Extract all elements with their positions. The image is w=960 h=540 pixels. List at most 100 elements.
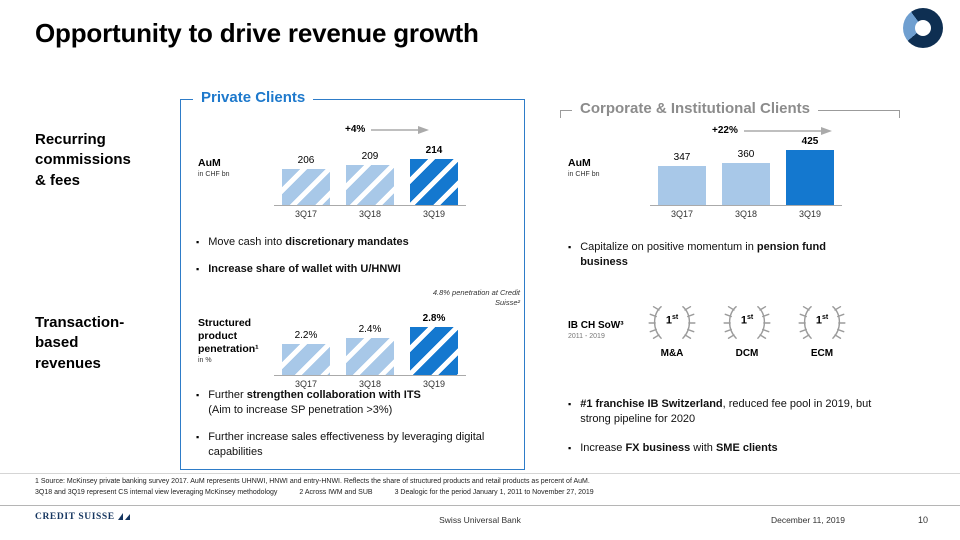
bar-value-label: 209 (361, 151, 379, 162)
footnote-part: 3 Dealogic for the period January 1, 201… (394, 489, 594, 496)
bullet-item: #1 franchise IB Switzerland, reduced fee… (568, 397, 898, 427)
bar-value-label: 214 (425, 145, 443, 156)
bullet-text: Further strengthen collaboration with IT… (208, 389, 421, 416)
rank-label: 1st (815, 314, 829, 327)
bar-value-label: 2.2% (294, 330, 318, 341)
bar (346, 165, 394, 205)
corporate-clients-header: Corporate & Institutional Clients (572, 100, 819, 117)
bar (722, 163, 770, 205)
private-clients-panel: Private Clients (180, 89, 525, 470)
structured-product-bar-chart: 2.2% 2.4% 2.8% 3Q17 3Q18 3Q19 (274, 311, 466, 389)
bullet-item: Move cash into discretionary mandates (196, 235, 511, 250)
bar-column: 209 (346, 151, 394, 205)
sails-icon (117, 513, 130, 520)
private-bullet-list-1: Move cash into discretionary mandates In… (196, 235, 511, 289)
bullet-text: Increase FX business with SME clients (580, 441, 778, 454)
award-category-label: ECM (810, 348, 834, 359)
bar-column: 206 (282, 155, 330, 205)
bar-column: 347 (658, 152, 706, 205)
axis-category-label: 3Q19 (422, 209, 446, 219)
bar-column: 214 (410, 145, 458, 205)
private-bullet-list-2: Further strengthen collaboration with IT… (196, 388, 511, 471)
bars-area: 206 209 214 (276, 141, 464, 205)
bars-area: 347 360 425 (652, 136, 840, 205)
bullet-text: #1 franchise IB Switzerland, reduced fee… (580, 398, 872, 425)
axis-categories: 3Q17 3Q18 3Q19 (276, 206, 464, 219)
corporate-bullet-list-2: #1 franchise IB Switzerland, reduced fee… (568, 397, 898, 470)
structured-product-chart-label: Structured product penetration¹ in % (198, 317, 278, 364)
ib-ch-sow-label: IB CH SoW³ 2011 - 2019 (568, 320, 648, 340)
laurel-wreath-icon: 1st (647, 303, 697, 343)
bar-value-label: 425 (801, 136, 819, 147)
axis-category-label: 3Q19 (422, 379, 446, 389)
bar (282, 344, 330, 375)
sow-period: 2011 - 2019 (568, 333, 605, 340)
brand-text: CREDIT SUISSE (35, 512, 115, 522)
axis-categories: 3Q17 3Q18 3Q19 (276, 376, 464, 389)
bar (346, 338, 394, 375)
bars-area: 2.2% 2.4% 2.8% (276, 311, 464, 375)
bar (786, 150, 834, 205)
award-dcm: 1st DCM (717, 303, 777, 359)
logo-center-hole (915, 20, 931, 36)
bar-column: 2.4% (346, 324, 394, 375)
bar-column: 2.2% (282, 330, 330, 375)
award-category-label: DCM (735, 348, 759, 359)
private-aum-bar-chart: 206 209 214 3Q17 3Q18 3Q19 (274, 141, 466, 219)
award-ecm: 1st ECM (792, 303, 852, 359)
bullet-item: Capitalize on positive momentum in pensi… (568, 240, 868, 270)
footnote-divider (0, 473, 960, 474)
axis-category-label: 3Q18 (358, 379, 382, 389)
bullet-item: Further increase sales effectiveness by … (196, 430, 511, 460)
bar-value-label: 347 (673, 152, 691, 163)
bar (410, 327, 458, 375)
bullet-text: Move cash into discretionary mandates (208, 236, 409, 248)
bar-value-label: 2.8% (422, 313, 446, 324)
row-label-recurring-commissions: Recurring commissions & fees (35, 131, 131, 189)
laurel-wreath-icon: 1st (722, 303, 772, 343)
bar (658, 166, 706, 205)
laurel-wreath-icon: 1st (797, 303, 847, 343)
bar-value-label: 206 (297, 155, 315, 166)
credit-suisse-wordmark: CREDIT SUISSE (35, 512, 131, 522)
spp-label: Structured product penetration¹ (198, 317, 259, 356)
bullet-item: Further strengthen collaboration with IT… (196, 388, 511, 418)
award-category-label: M&A (660, 348, 684, 359)
axis-category-label: 3Q18 (358, 209, 382, 219)
axis-category-label: 3Q17 (670, 209, 694, 219)
footnote-part: 2 Across IWM and SUB (299, 489, 373, 496)
row-label-transaction-revenues: Transaction- based revenues (35, 314, 125, 372)
footnote-part: 3Q18 and 3Q19 represent CS internal view… (35, 489, 278, 496)
footnote-line-1: 1 Source: McKinsey private banking surve… (35, 478, 590, 485)
bar-value-label: 360 (737, 149, 755, 160)
footnote-line-2: 3Q18 and 3Q19 represent CS internal view… (35, 488, 930, 498)
bar-column: 425 (786, 136, 834, 205)
growth-label: +4% (345, 124, 366, 135)
footer-divider (0, 505, 960, 506)
x-axis-line (650, 205, 842, 206)
axis-category-label: 3Q17 (294, 209, 318, 219)
corporate-aum-bar-chart: 347 360 425 3Q17 3Q18 3Q19 (650, 136, 842, 219)
axis-categories: 3Q17 3Q18 3Q19 (652, 206, 840, 219)
private-growth-indicator: +4% (345, 124, 430, 135)
rank-label: 1st (665, 314, 679, 327)
bar-value-label: 2.4% (358, 324, 382, 335)
bullet-item: Increase share of wallet with U/HNWI (196, 262, 511, 277)
credit-suisse-logo-icon (903, 8, 943, 48)
footer-division-label: Swiss Universal Bank (439, 515, 521, 525)
aum-unit-label: in CHF bn (568, 171, 600, 179)
penetration-annotation: 4.8% penetration at Credit Suisse² (432, 288, 520, 308)
axis-category-label: 3Q17 (294, 379, 318, 389)
aum-label: AuM (198, 157, 221, 169)
aum-unit-label: in CHF bn (198, 171, 230, 179)
axis-category-label: 3Q18 (734, 209, 758, 219)
awards-row: 1st M&A 1st DCM (642, 303, 852, 359)
bar (282, 169, 330, 205)
aum-label: AuM (568, 157, 591, 169)
corporate-aum-chart-label: AuM in CHF bn (568, 157, 648, 178)
bar (410, 159, 458, 205)
x-axis-line (274, 375, 466, 376)
corporate-growth-indicator: +22% (712, 125, 832, 136)
bullet-text: Increase share of wallet with U/HNWI (208, 263, 401, 275)
